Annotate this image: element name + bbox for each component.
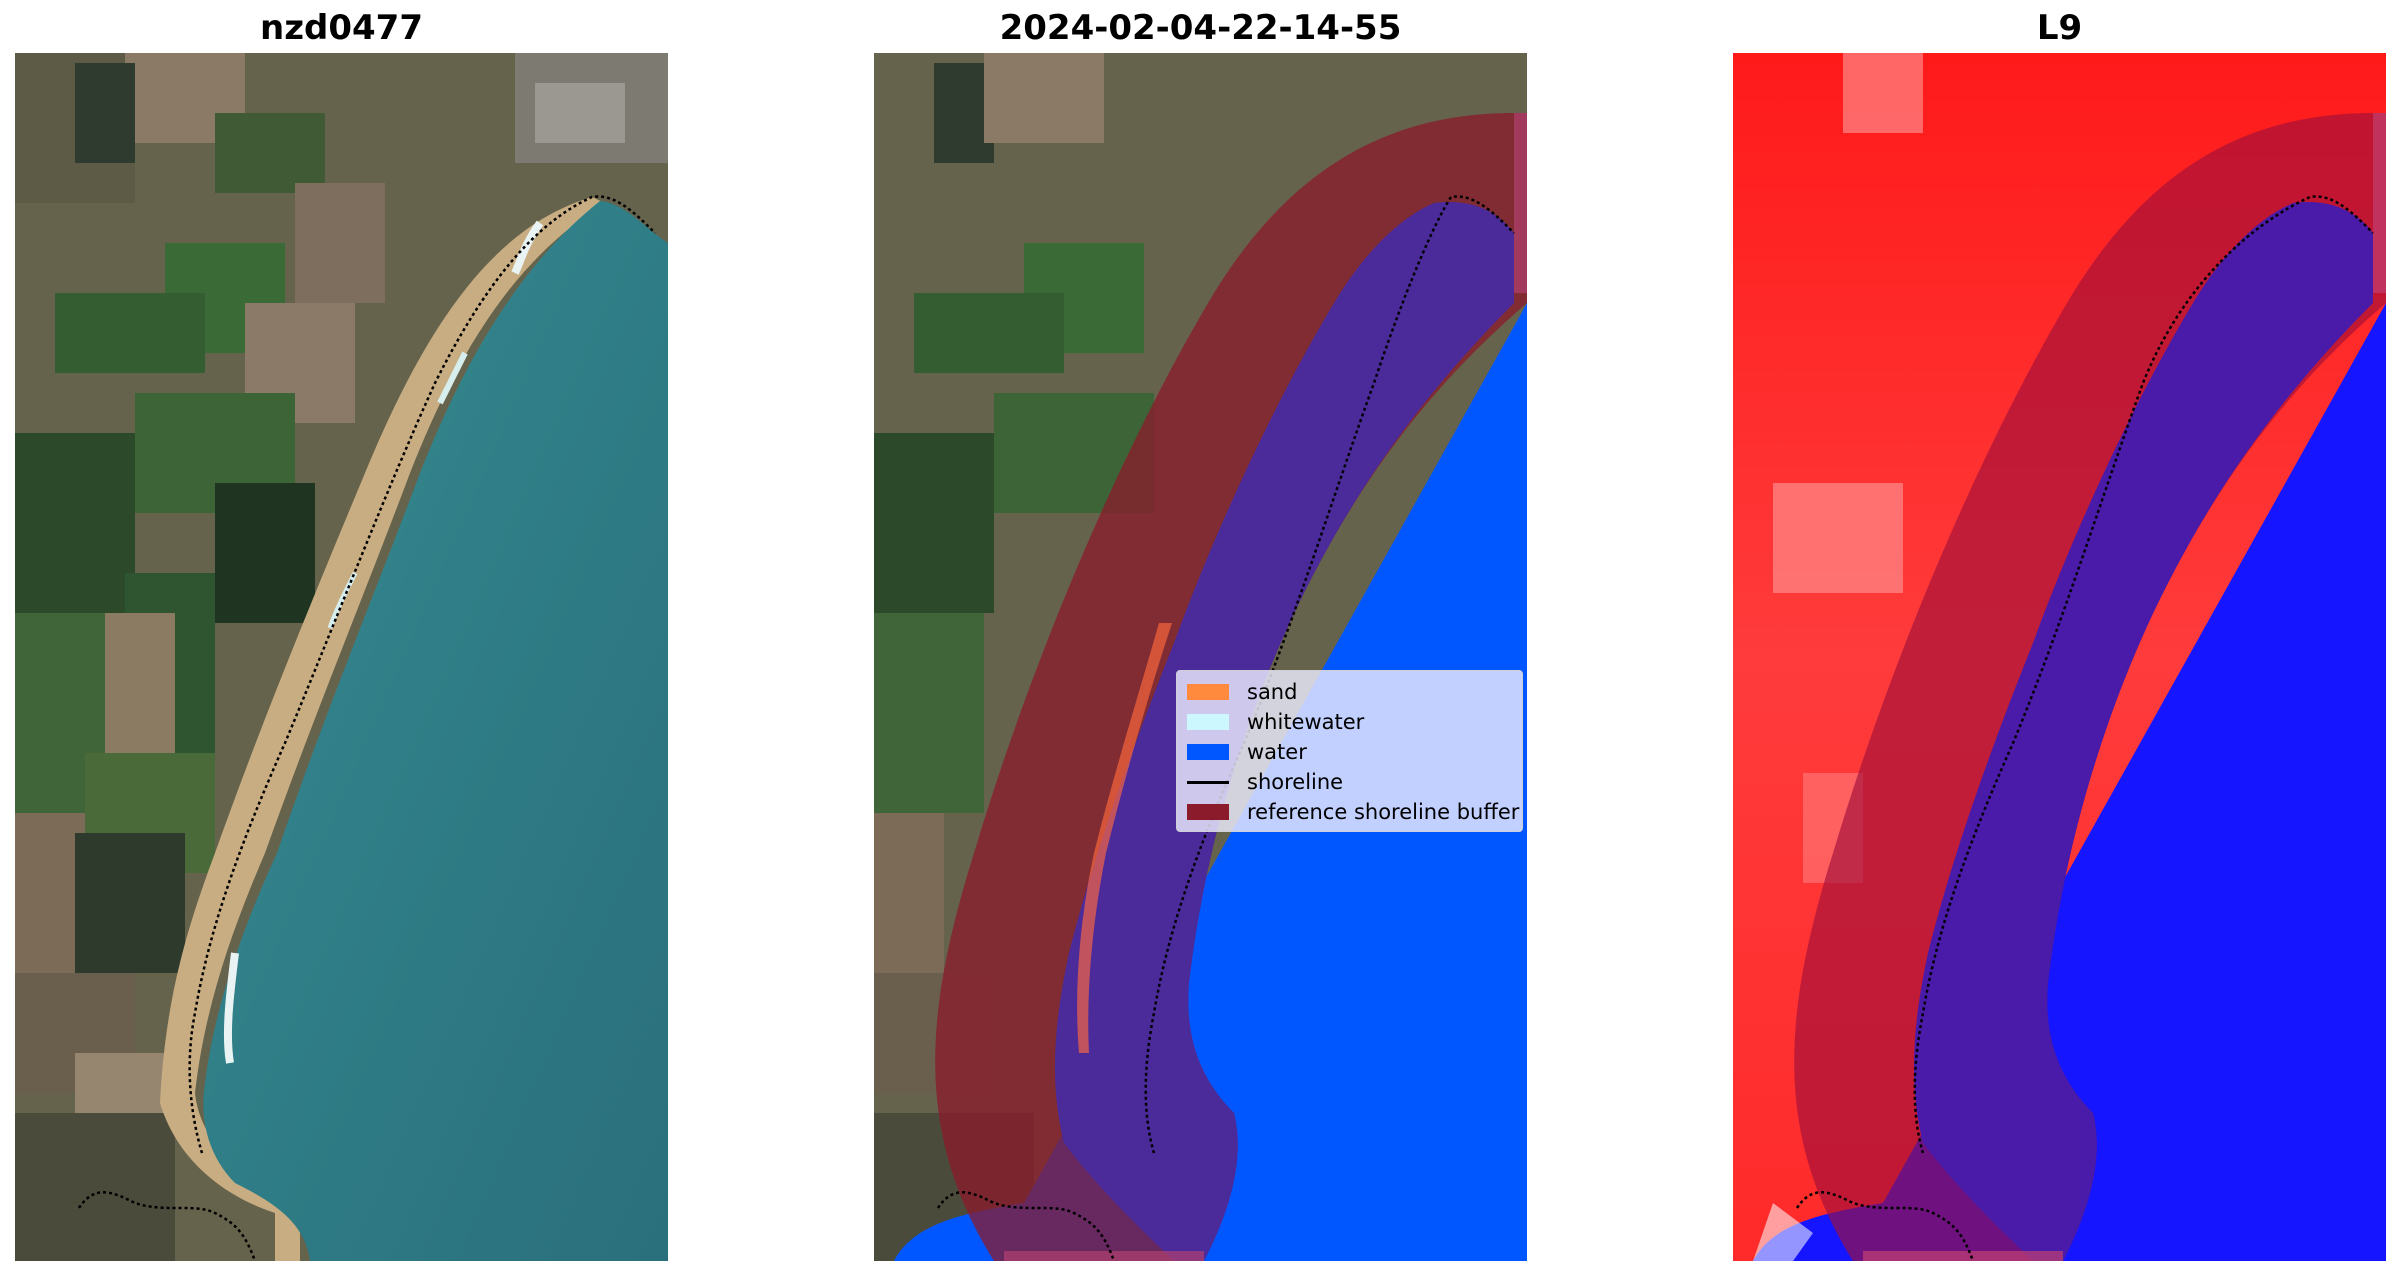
whitewater-swatch	[1187, 714, 1229, 730]
legend-label: water	[1247, 740, 1307, 764]
panel-title-rgb: nzd0477	[260, 8, 423, 48]
legend-label: whitewater	[1247, 710, 1365, 734]
water-swatch	[1187, 744, 1229, 760]
index-image	[1733, 53, 2386, 1261]
legend-entry-water: water	[1187, 737, 1522, 767]
panel-title-index: L9	[2036, 8, 2083, 48]
legend-entry-sand: sand	[1187, 677, 1522, 707]
legend-entry-shoreline: shoreline	[1187, 767, 1522, 797]
legend-entry-whitewater: whitewater	[1187, 707, 1522, 737]
rgb-image	[15, 53, 668, 1261]
rgb-image-panel	[15, 53, 668, 1261]
index-image-panel	[1733, 53, 2386, 1261]
shoreline-line-swatch	[1187, 780, 1229, 784]
classified-image-panel	[874, 53, 1527, 1261]
panel-title-classified: 2024-02-04-22-14-55	[999, 8, 1402, 48]
legend-label: sand	[1247, 680, 1298, 704]
classified-image	[874, 53, 1527, 1261]
buffer-swatch	[1187, 804, 1229, 820]
legend: sand whitewater water shoreline referenc…	[1176, 670, 1523, 832]
legend-label: shoreline	[1247, 770, 1344, 794]
sand-swatch	[1187, 684, 1229, 700]
legend-label: reference shoreline buffer	[1247, 800, 1520, 824]
legend-entry-buffer: reference shoreline buffer	[1187, 797, 1522, 827]
